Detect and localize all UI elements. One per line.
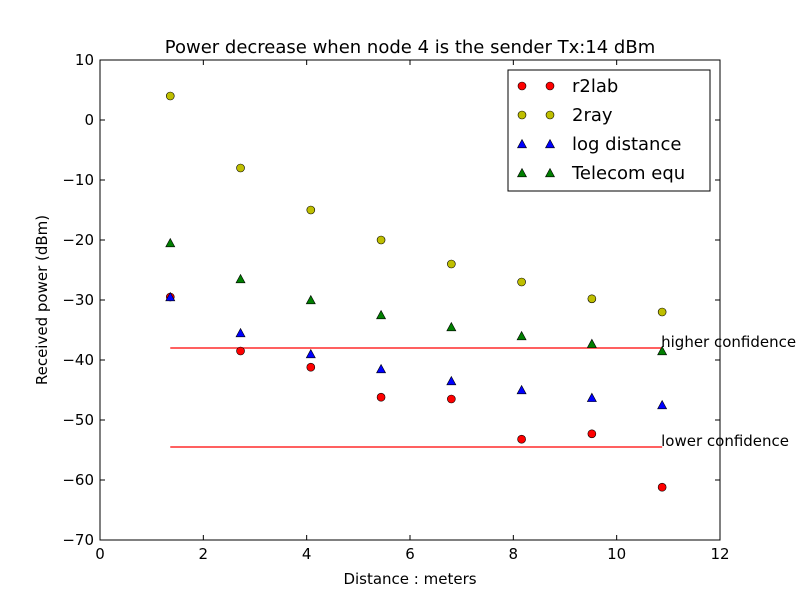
x-tick-label: 4 — [302, 545, 312, 563]
data-point — [235, 273, 246, 284]
data-point — [516, 384, 527, 395]
legend-marker — [517, 81, 527, 91]
x-tick-label: 0 — [95, 545, 105, 563]
data-point — [165, 237, 176, 248]
data-point — [306, 362, 316, 372]
data-point — [446, 375, 457, 386]
data-point — [236, 346, 245, 356]
x-axis-label: Distance : meters — [343, 570, 476, 588]
legend-entry: Telecom equ — [571, 163, 685, 184]
data-point — [306, 205, 316, 215]
legend-box — [507, 69, 711, 192]
data-point — [657, 345, 668, 356]
data-point — [657, 307, 667, 317]
data-point — [657, 399, 668, 410]
x-tick-label: 2 — [199, 545, 209, 563]
legend-entry: 2ray — [572, 105, 613, 126]
y-tick-label: −40 — [62, 351, 94, 369]
data-point — [657, 482, 667, 492]
data-point — [376, 363, 387, 374]
y-tick-label: −60 — [62, 471, 94, 489]
y-tick-label: −50 — [62, 411, 94, 429]
y-axis-label: Received power (dBm) — [33, 215, 51, 385]
data-point — [586, 392, 597, 402]
data-point — [236, 163, 245, 173]
data-point — [165, 91, 175, 101]
legend: r2lab 2ray log distance Telecom equ — [507, 69, 711, 192]
x-tick-label: 8 — [509, 545, 519, 563]
y-tick-label: 0 — [84, 111, 94, 129]
reference-line-label: higher confidence — [661, 333, 796, 351]
y-tick-label: −30 — [62, 291, 94, 309]
y-tick-label: 10 — [75, 51, 94, 69]
x-tick-label: 6 — [405, 545, 415, 563]
data-point — [165, 291, 176, 302]
data-point — [305, 294, 316, 305]
data-point — [587, 429, 597, 439]
legend-entry: log distance — [572, 134, 681, 155]
data-point — [376, 392, 386, 402]
legend-marker — [516, 138, 528, 149]
legend-entry: r2lab — [572, 76, 618, 97]
data-point — [305, 348, 316, 359]
legend-marker — [544, 138, 556, 149]
legend-marker — [516, 167, 528, 178]
data-point — [516, 330, 527, 341]
data-point — [587, 294, 597, 304]
data-point — [376, 309, 387, 320]
data-point — [376, 235, 386, 245]
y-tick-label: −10 — [62, 171, 94, 189]
x-tick-label: 12 — [710, 545, 729, 563]
y-tick-label: −20 — [62, 231, 94, 249]
chart-title: Power decrease when node 4 is the sender… — [165, 37, 655, 58]
legend-marker — [545, 110, 555, 120]
data-point — [447, 259, 456, 269]
data-point — [235, 327, 246, 338]
data-point — [586, 338, 597, 348]
legend-marker — [544, 167, 556, 178]
legend-marker — [545, 81, 555, 91]
x-tick-label: 10 — [607, 545, 626, 563]
y-tick-label: −70 — [62, 531, 94, 549]
data-point — [446, 321, 457, 332]
data-point — [517, 277, 526, 287]
reference-line-label: lower confidence — [661, 432, 789, 450]
data-point — [517, 434, 526, 444]
data-point — [447, 394, 456, 404]
legend-marker — [517, 110, 527, 120]
